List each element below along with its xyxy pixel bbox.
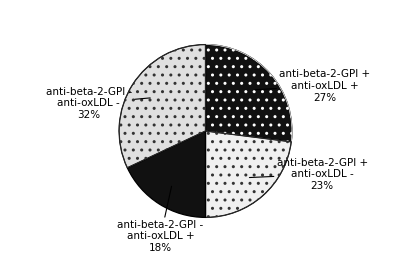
Text: anti-beta-2-GPI +
anti-oxLDL +
27%: anti-beta-2-GPI + anti-oxLDL + 27% (255, 69, 370, 103)
Wedge shape (206, 131, 291, 217)
Wedge shape (119, 45, 206, 168)
Wedge shape (206, 45, 292, 142)
Text: anti-beta-2-GPI -
anti-oxLDL -
32%: anti-beta-2-GPI - anti-oxLDL - 32% (46, 87, 150, 120)
Text: anti-beta-2-GPI -
anti-oxLDL +
18%: anti-beta-2-GPI - anti-oxLDL + 18% (118, 186, 204, 253)
Wedge shape (127, 131, 206, 217)
Text: anti-beta-2-GPI +
anti-oxLDL -
23%: anti-beta-2-GPI + anti-oxLDL - 23% (249, 158, 368, 191)
